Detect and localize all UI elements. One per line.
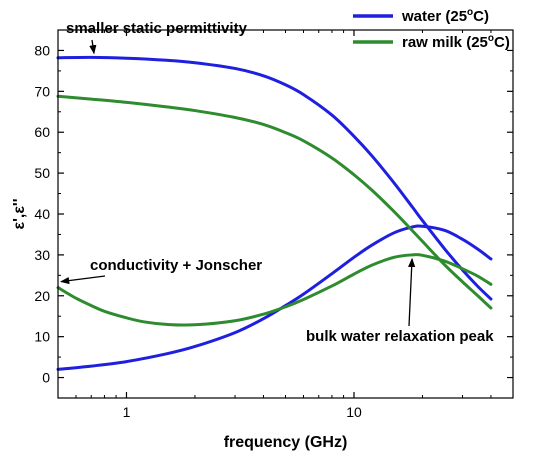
- tick-labels: 0 10 20 30 40 50 60 70 80 1 10: [34, 42, 362, 420]
- legend: water (25oC) raw milk (25oC): [353, 7, 510, 51]
- annotation-arrow-conductivity: [60, 275, 106, 285]
- series-line-raw-milk-real: [56, 94, 493, 310]
- series-line-water-imaginary: [56, 224, 493, 371]
- series-line-raw-milk-imaginary: [56, 253, 493, 327]
- annotation-conductivity: conductivity + Jonscher: [90, 257, 262, 274]
- x-tick-label: 10: [346, 404, 362, 420]
- y-axis-label: ε',ε'': [11, 198, 28, 229]
- x-axis-label: frequency (GHz): [224, 434, 348, 451]
- y-tick-label: 40: [34, 206, 50, 222]
- y-tick-label: 80: [34, 42, 50, 58]
- y-tick-label: 10: [34, 329, 50, 345]
- annotation-bulk: bulk water relaxation peak: [306, 328, 494, 345]
- series-line-water-real: [56, 55, 493, 301]
- y-tick-label: 60: [34, 124, 50, 140]
- y-tick-label: 70: [34, 83, 50, 99]
- annotation-arrow-bulk: [408, 257, 416, 327]
- y-tick-label: 50: [34, 165, 50, 181]
- legend-label: raw milk (25oC): [402, 33, 510, 51]
- y-tick-label: 20: [34, 288, 50, 304]
- annotation-arrow-static: [89, 39, 97, 55]
- annotations: smaller static permittivity conductivity …: [60, 20, 494, 345]
- x-tick-label: 1: [123, 404, 131, 420]
- legend-label: water (25oC): [401, 7, 489, 25]
- y-tick-label: 30: [34, 247, 50, 263]
- y-tick-label: 0: [42, 370, 50, 386]
- plot-frame: [57, 29, 514, 399]
- series-lines: [56, 55, 493, 371]
- annotation-static: smaller static permittivity: [66, 20, 248, 37]
